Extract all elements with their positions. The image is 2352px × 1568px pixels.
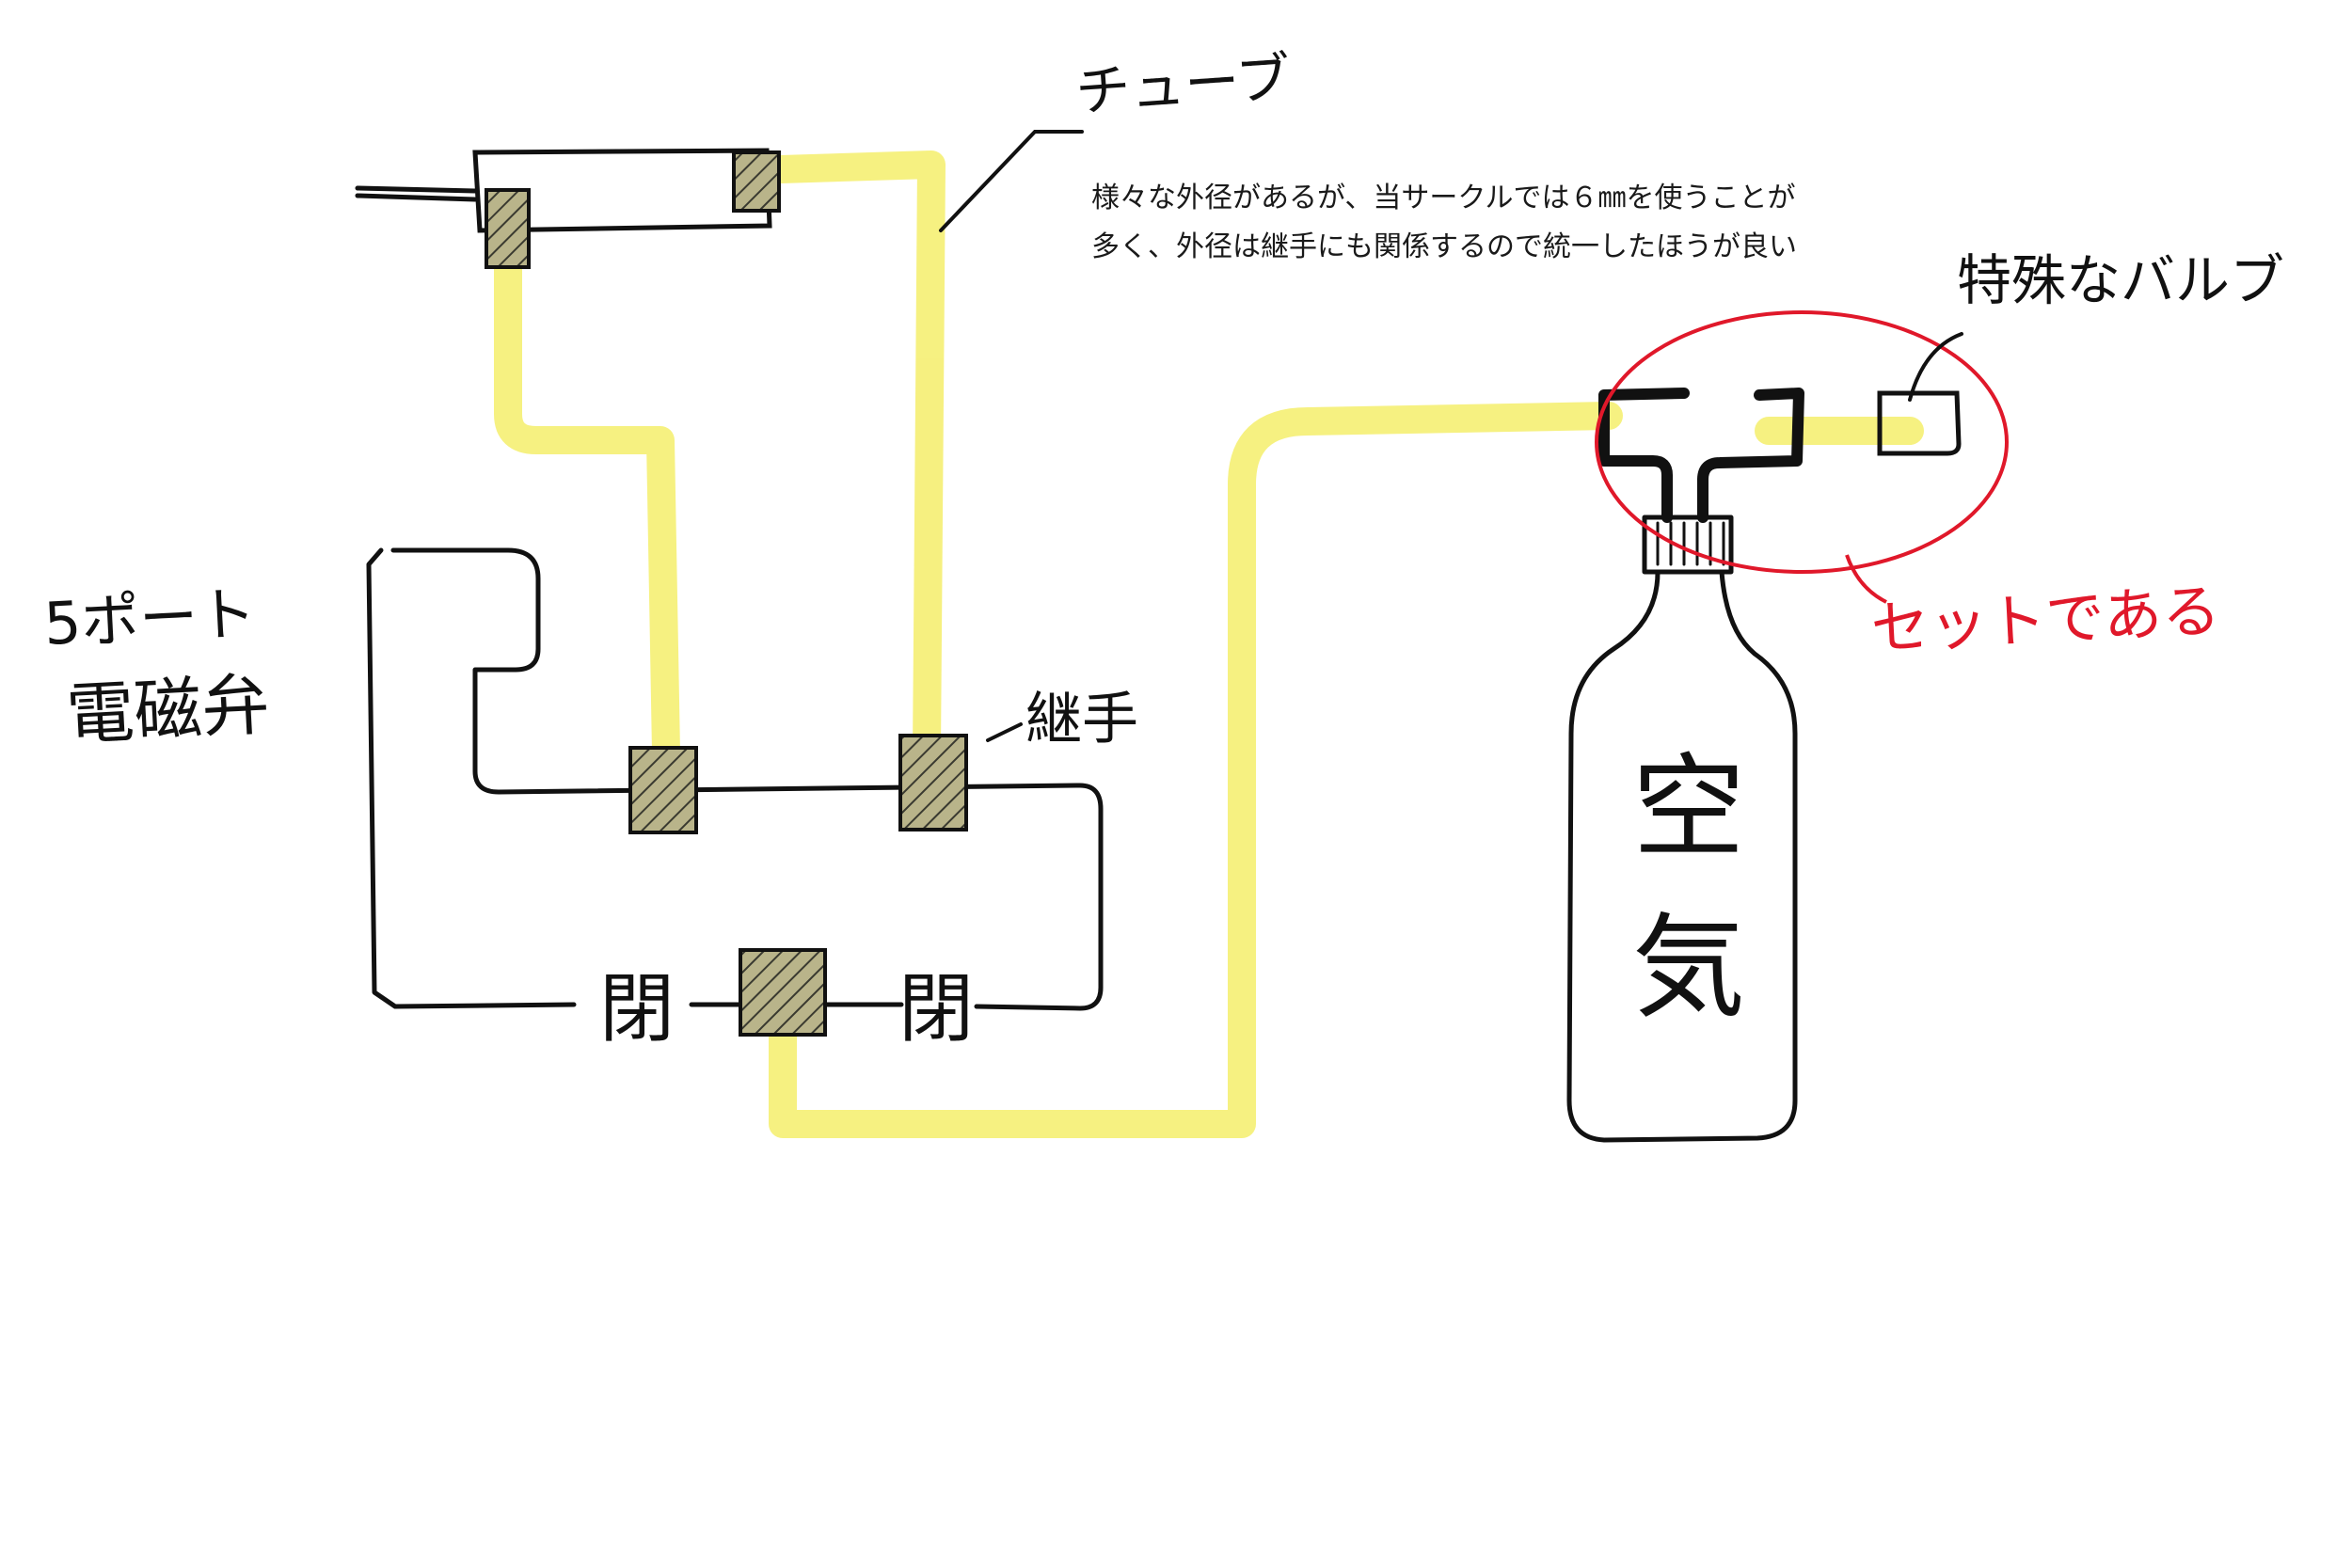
tube-right [767, 150, 946, 767]
solenoid-label-line2: 電磁弁 [64, 665, 271, 754]
note-line-2: 多く、外径は継手にも関係するので統一したほうが良い [1091, 231, 1797, 262]
set-leader-line [1845, 554, 1887, 604]
solenoid-valve-body [366, 547, 1104, 1011]
tube-left [494, 221, 680, 767]
tube-supply [769, 402, 1623, 1138]
joint-fitting-right [898, 734, 968, 832]
special-valve-leader-line [1908, 332, 1963, 402]
solenoid-label-line1: 5ポート [42, 578, 258, 658]
special-valve-label: 特殊なバルブ [1957, 248, 2284, 312]
cylinder-fitting-right [732, 150, 781, 213]
cylinder-body [472, 148, 772, 233]
cylinder-rod [355, 185, 478, 202]
air-label-line2: 気 [1632, 903, 1745, 1034]
supply-fitting-bottom [739, 948, 827, 1037]
joint-fitting-left [628, 746, 698, 834]
air-bottle [1566, 515, 1798, 1143]
note-line-1: 様々な外径があるが、当サークルでは６㎜を使うことが [1091, 182, 1796, 214]
air-cylinder [355, 148, 772, 233]
t-fitting [1598, 388, 1804, 523]
set-label: セットである [1869, 577, 2222, 663]
special-valve [1877, 390, 1962, 456]
closed-label-right: 閉 [898, 965, 974, 1053]
joint-leader-line [986, 722, 1023, 742]
tube-leader-line [939, 130, 1084, 232]
closed-label-left: 閉 [599, 965, 675, 1053]
leader-lines [939, 130, 1963, 742]
set-highlight-circle [1595, 310, 2009, 574]
bottle-cap [1642, 515, 1734, 575]
bottle-outline [1566, 569, 1798, 1143]
air-label-line1: 空 [1632, 743, 1745, 874]
joint-label: 継手 [1025, 687, 1138, 752]
tube-label: チューブ [1073, 45, 1293, 124]
cylinder-fitting-left [485, 188, 531, 269]
